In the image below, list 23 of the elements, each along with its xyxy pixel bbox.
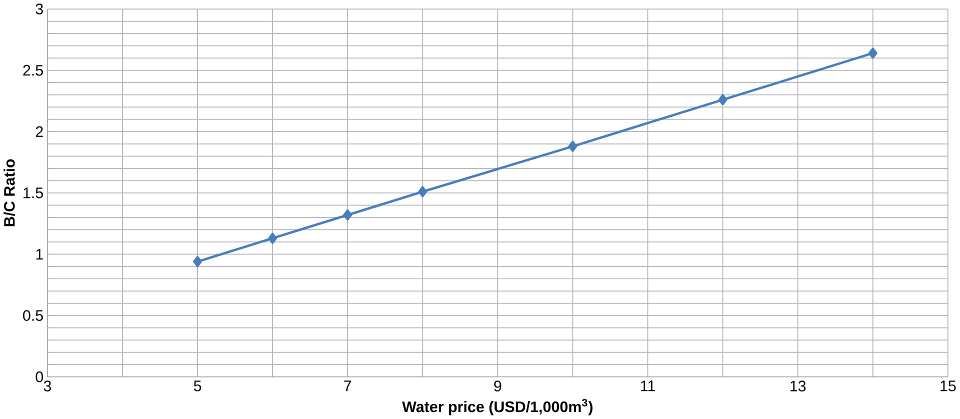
y-tick-label: 0.5 — [23, 310, 43, 322]
y-tick-label: 1.5 — [24, 188, 43, 198]
x-tick-label: 13 — [790, 380, 806, 392]
point — [193, 256, 202, 268]
x-tick-label: 5 — [194, 380, 202, 392]
x-tick-label: 9 — [494, 380, 502, 392]
point — [343, 210, 352, 221]
point — [268, 232, 278, 244]
point — [418, 186, 428, 198]
y-tick-label: 3 — [36, 4, 43, 14]
x-axis-title: Water price (USD/1,000m$^{3}$) — [402, 399, 593, 416]
x-tick-label: 11 — [641, 380, 655, 392]
point — [718, 94, 728, 106]
y-tick-label: 2.5 — [23, 64, 43, 76]
x-tick-label: 15 — [940, 380, 956, 392]
y-axis-title: B/C Ratio — [4, 159, 15, 226]
x-tick-label: 3 — [44, 380, 51, 392]
y-tick-label: 1 — [36, 249, 43, 260]
y-tick-label: 2 — [36, 126, 43, 138]
x-tick-label: 7 — [344, 380, 352, 392]
y-tick-label: 0 — [36, 372, 44, 382]
point — [568, 140, 578, 152]
point — [868, 48, 878, 59]
